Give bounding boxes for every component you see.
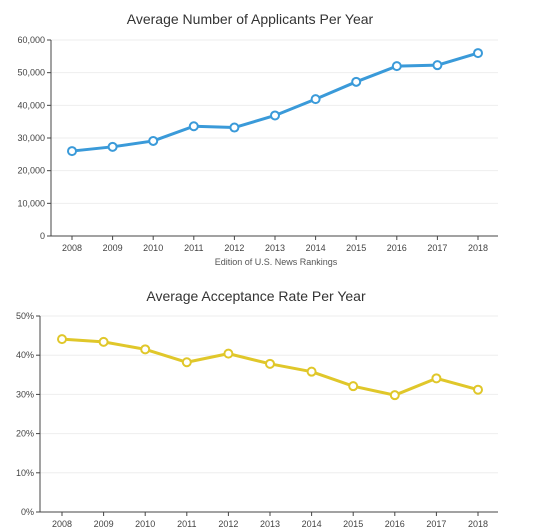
x-tick-label: 2012 xyxy=(224,243,244,253)
y-tick-label: 30,000 xyxy=(17,133,45,143)
data-point xyxy=(229,122,240,133)
x-tick-label: 2015 xyxy=(346,243,366,253)
acceptance-rate-chart-svg: Average Acceptance Rate Per Year 0% 10% 20… xyxy=(16,288,498,529)
data-point xyxy=(473,48,483,59)
data-point xyxy=(181,357,192,368)
y-tick-label: 30% xyxy=(16,389,34,399)
x-tick-label: 2009 xyxy=(94,519,114,529)
y-tick-label: 60,000 xyxy=(17,35,45,45)
data-point xyxy=(306,366,317,377)
data-point xyxy=(351,76,362,87)
chart-title: Average Number of Applicants Per Year xyxy=(127,11,374,27)
x-tick-label: 2016 xyxy=(385,519,405,529)
x-tick-label: 2014 xyxy=(302,519,322,529)
data-point xyxy=(348,381,359,392)
y-tick-label: 40,000 xyxy=(17,100,45,110)
applicants-chart: Average Number of Applicants Per Year Ed… xyxy=(17,11,498,267)
x-tick-label: 2018 xyxy=(468,243,488,253)
x-tick-label: 2011 xyxy=(177,519,196,529)
y-tick-label: 50% xyxy=(16,311,34,321)
y-tick-label: 0% xyxy=(21,507,34,517)
y-tick-label: 40% xyxy=(16,350,34,360)
data-point xyxy=(432,60,443,71)
data-point xyxy=(310,94,321,105)
x-tick-label: 2013 xyxy=(265,243,285,253)
x-tick-label: 2016 xyxy=(387,243,407,253)
data-point xyxy=(107,141,118,152)
x-tick-label: 2017 xyxy=(426,519,446,529)
data-point xyxy=(188,121,199,132)
x-tick-label: 2014 xyxy=(306,243,326,253)
x-tick-label: 2017 xyxy=(427,243,447,253)
y-tick-label: 10,000 xyxy=(17,198,45,208)
x-tick-label: 2012 xyxy=(218,519,238,529)
data-point xyxy=(57,334,67,345)
acceptance-rate-chart: Average Acceptance Rate Per Year 0% 10% 20… xyxy=(0,280,539,532)
x-tick-label: 2008 xyxy=(62,243,82,253)
y-tick-label: 0 xyxy=(40,231,45,241)
data-point xyxy=(67,146,77,157)
x-tick-label: 2010 xyxy=(143,243,163,253)
data-point xyxy=(148,135,159,146)
y-tick-label: 20% xyxy=(16,429,34,439)
x-tick-label: 2018 xyxy=(468,519,488,529)
data-point xyxy=(391,61,402,72)
x-axis-label: Edition of U.S. News Rankings xyxy=(215,257,338,267)
data-point xyxy=(473,384,483,395)
data-point xyxy=(270,110,280,121)
y-tick-label: 10% xyxy=(16,468,34,478)
data-point xyxy=(223,348,234,359)
x-tick-label: 2010 xyxy=(135,519,155,529)
x-tick-label: 2011 xyxy=(184,243,203,253)
x-tick-label: 2013 xyxy=(260,519,280,529)
x-tick-label: 2009 xyxy=(103,243,123,253)
x-tick-label: 2008 xyxy=(52,519,72,529)
x-tick-label: 2015 xyxy=(343,519,363,529)
data-point xyxy=(431,373,442,384)
data-point xyxy=(265,358,275,369)
data-point xyxy=(98,336,109,347)
chart-title: Average Acceptance Rate Per Year xyxy=(146,288,366,304)
data-point xyxy=(140,344,151,355)
data-point xyxy=(389,390,400,401)
y-tick-label: 20,000 xyxy=(17,166,45,176)
y-tick-label: 50,000 xyxy=(17,68,45,78)
series-line xyxy=(70,51,480,153)
applicants-chart-svg: Average Number of Applicants Per Year Ed… xyxy=(17,11,498,267)
